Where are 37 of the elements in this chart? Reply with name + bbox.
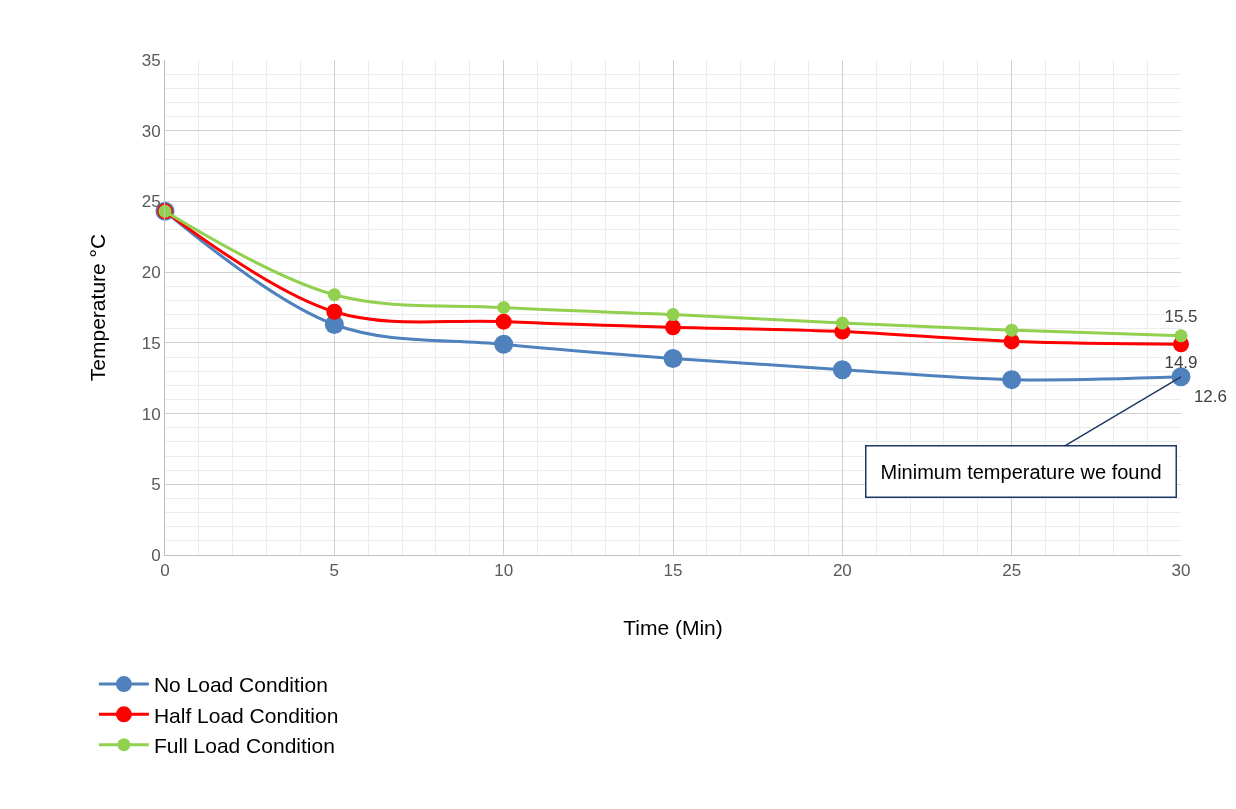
x-tick-label: 5 [329,561,340,581]
y-tick-label: 35 [141,50,161,70]
point [1174,329,1188,343]
point [832,360,852,380]
legend-label: No Load Condition [153,673,328,697]
annotation: Minimum temperature we found [880,460,1162,483]
point [663,348,683,368]
x-tick-label: 30 [1171,561,1191,581]
point [835,316,849,330]
legend-label: Half Load Condition [153,703,339,727]
legend-label: Full Load Condition [153,733,335,757]
point [327,288,341,302]
y-tick-label: 5 [151,475,161,495]
x-tick-label: 25 [1002,561,1022,581]
point [495,313,512,330]
y-axis-title: Temperature °C [85,233,109,382]
y-tick-label: 25 [141,192,161,212]
y-tick-label: 10 [141,404,161,424]
y-tick-label: 30 [141,121,161,141]
data-label: 14.9 [1164,353,1198,373]
point [494,334,514,354]
x-tick-label: 10 [494,561,514,581]
y-tick-label: 15 [141,333,161,353]
point [1002,370,1022,390]
point [326,303,343,320]
data-label: 12.6 [1193,387,1227,407]
x-tick-label: 20 [832,561,852,581]
point [665,319,681,336]
point [1171,367,1191,387]
x-tick-label: 15 [663,561,683,581]
point [666,308,680,322]
point [1005,323,1019,337]
y-tick-label: 0 [151,545,161,565]
data-label: 15.5 [1164,307,1198,327]
point [497,301,511,314]
x-axis-title: Time (Min) [623,615,723,639]
y-tick-label: 20 [141,263,161,283]
